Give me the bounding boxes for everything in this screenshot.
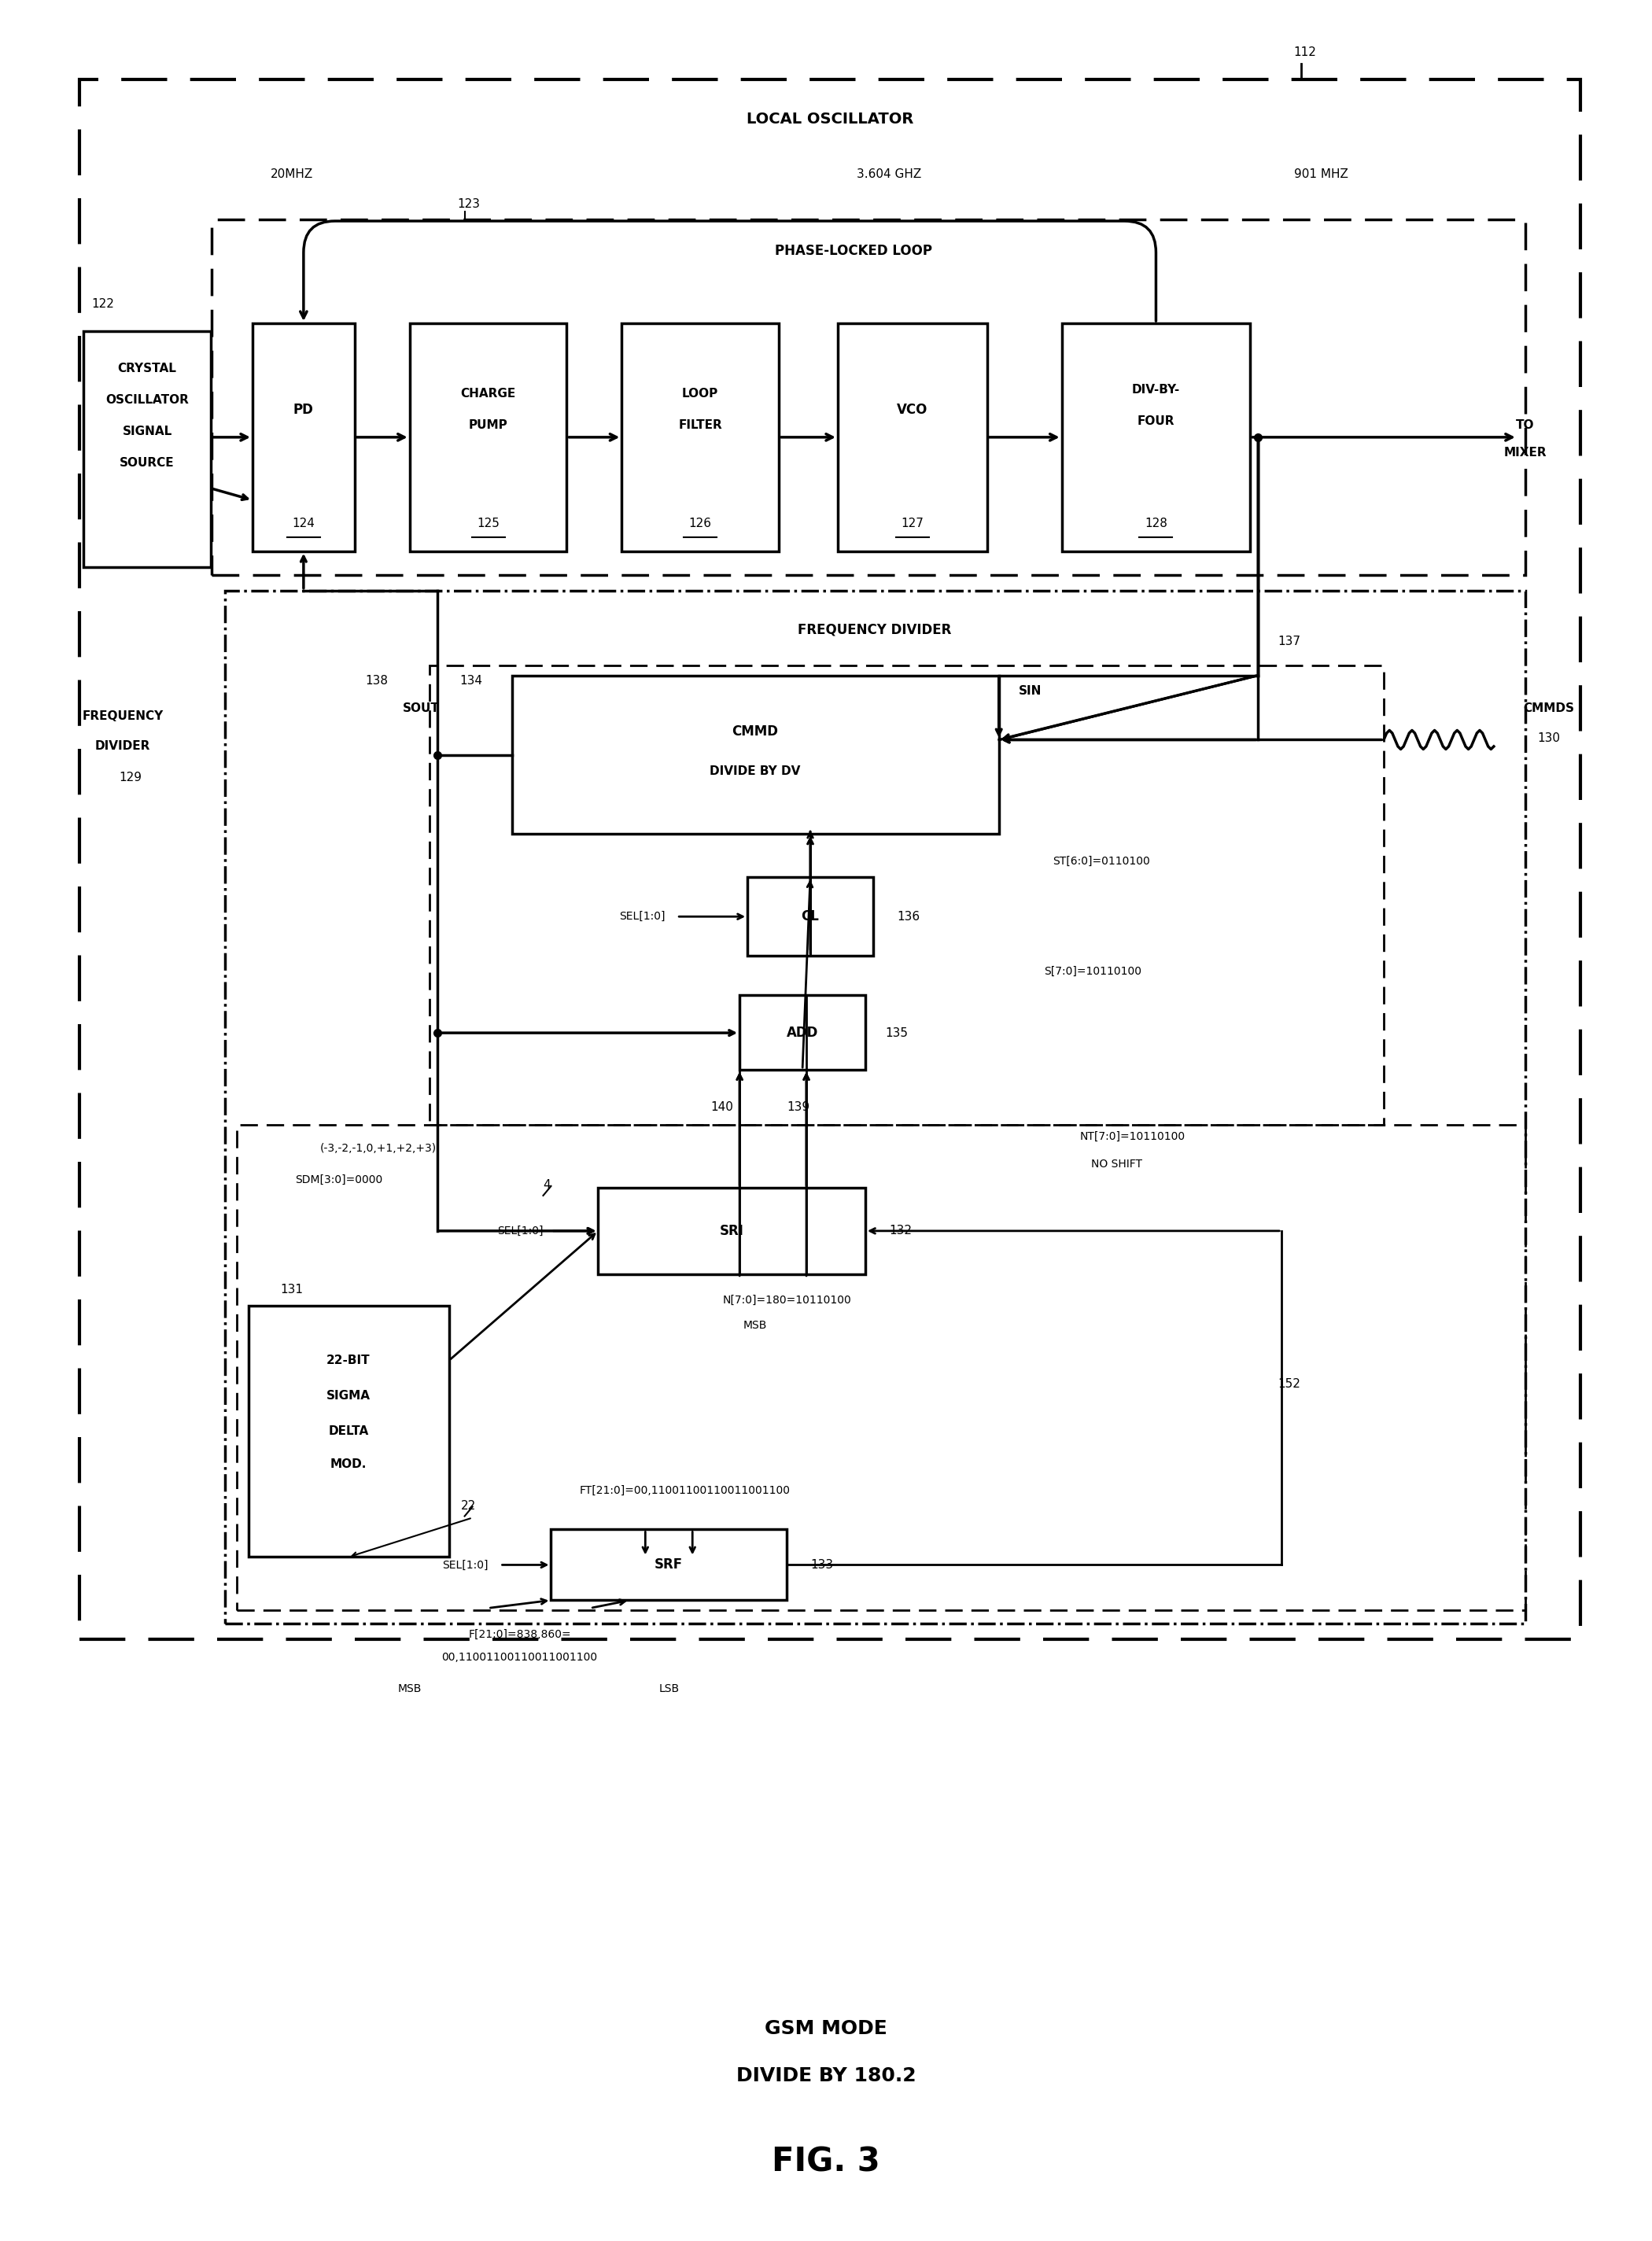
Text: NO SHIFT: NO SHIFT bbox=[1090, 1159, 1142, 1170]
Bar bbox=[248, 1307, 449, 1557]
Text: 132: 132 bbox=[889, 1226, 912, 1237]
Bar bbox=[512, 675, 999, 834]
Text: 133: 133 bbox=[811, 1560, 834, 1571]
Text: 134: 134 bbox=[459, 675, 482, 686]
Text: 901 MHZ: 901 MHZ bbox=[1294, 168, 1348, 179]
Text: FOUR: FOUR bbox=[1137, 415, 1175, 428]
Text: FREQUENCY DIVIDER: FREQUENCY DIVIDER bbox=[798, 623, 952, 636]
Text: PUMP: PUMP bbox=[469, 419, 507, 430]
Text: SOUT: SOUT bbox=[403, 701, 439, 715]
Text: F[21:0]=838,860=: F[21:0]=838,860= bbox=[468, 1629, 572, 1640]
Text: 4: 4 bbox=[544, 1179, 550, 1192]
Text: FREQUENCY: FREQUENCY bbox=[83, 710, 164, 722]
Text: DIVIDE BY DV: DIVIDE BY DV bbox=[710, 764, 801, 778]
Text: 135: 135 bbox=[885, 1026, 909, 1040]
Text: SEL[1:0]: SEL[1:0] bbox=[620, 912, 666, 921]
Text: GSM MODE: GSM MODE bbox=[765, 2019, 887, 2037]
Text: NT[7:0]=10110100: NT[7:0]=10110100 bbox=[1080, 1132, 1184, 1143]
Text: DIVIDE BY 180.2: DIVIDE BY 180.2 bbox=[737, 2066, 915, 2084]
Bar bbox=[552, 1531, 786, 1600]
Text: SRI: SRI bbox=[720, 1224, 743, 1237]
Bar bbox=[598, 1188, 866, 1275]
Text: 128: 128 bbox=[1145, 518, 1168, 529]
Bar bbox=[253, 323, 355, 551]
Bar bbox=[740, 995, 866, 1069]
Bar bbox=[236, 1125, 1525, 1611]
Text: CL: CL bbox=[801, 910, 819, 923]
Text: CRYSTAL: CRYSTAL bbox=[117, 363, 177, 374]
Bar bbox=[838, 323, 986, 551]
Text: 138: 138 bbox=[365, 675, 388, 686]
Text: 140: 140 bbox=[710, 1100, 733, 1112]
Text: SIGMA: SIGMA bbox=[327, 1389, 370, 1403]
Text: MSB: MSB bbox=[398, 1683, 421, 1694]
Bar bbox=[747, 876, 874, 957]
Text: TO: TO bbox=[1517, 419, 1535, 430]
Text: MOD.: MOD. bbox=[330, 1459, 367, 1470]
Text: SIGNAL: SIGNAL bbox=[122, 426, 172, 437]
Text: 129: 129 bbox=[119, 771, 142, 784]
Text: SIN: SIN bbox=[1019, 686, 1042, 697]
Bar bbox=[430, 666, 1384, 1125]
Text: 152: 152 bbox=[1279, 1378, 1300, 1389]
Bar bbox=[410, 323, 567, 551]
Text: SOURCE: SOURCE bbox=[121, 457, 175, 468]
Text: 22: 22 bbox=[461, 1499, 476, 1513]
Text: CHARGE: CHARGE bbox=[461, 388, 515, 399]
Text: PHASE-LOCKED LOOP: PHASE-LOCKED LOOP bbox=[775, 244, 932, 258]
Text: SDM[3:0]=0000: SDM[3:0]=0000 bbox=[296, 1174, 383, 1185]
Text: FILTER: FILTER bbox=[679, 419, 722, 430]
Text: LSB: LSB bbox=[659, 1683, 679, 1694]
Text: 126: 126 bbox=[689, 518, 712, 529]
Text: 139: 139 bbox=[786, 1100, 809, 1112]
Text: 131: 131 bbox=[281, 1284, 304, 1295]
Text: FIG. 3: FIG. 3 bbox=[771, 2145, 881, 2178]
Text: 125: 125 bbox=[477, 518, 499, 529]
Text: SEL[1:0]: SEL[1:0] bbox=[443, 1560, 489, 1571]
Text: 123: 123 bbox=[458, 197, 481, 211]
Text: PD: PD bbox=[294, 403, 314, 417]
Bar bbox=[79, 81, 1581, 1640]
Text: FT[21:0]=00,11001100110011001100: FT[21:0]=00,11001100110011001100 bbox=[580, 1486, 790, 1495]
Text: 3.604 GHZ: 3.604 GHZ bbox=[856, 168, 922, 179]
Text: CMMD: CMMD bbox=[732, 724, 778, 740]
Text: 124: 124 bbox=[292, 518, 316, 529]
Bar bbox=[84, 332, 211, 567]
Bar bbox=[1062, 323, 1251, 551]
Text: MSB: MSB bbox=[743, 1320, 767, 1331]
Text: 00,11001100110011001100: 00,11001100110011001100 bbox=[441, 1652, 598, 1663]
Text: OSCILLATOR: OSCILLATOR bbox=[106, 394, 188, 406]
Text: S[7:0]=10110100: S[7:0]=10110100 bbox=[1044, 966, 1142, 977]
Text: DELTA: DELTA bbox=[329, 1425, 368, 1436]
Bar bbox=[225, 589, 1525, 1625]
Text: 122: 122 bbox=[93, 298, 114, 309]
Text: 22-BIT: 22-BIT bbox=[327, 1354, 370, 1367]
Text: MIXER: MIXER bbox=[1503, 446, 1546, 459]
Text: 127: 127 bbox=[900, 518, 923, 529]
Text: 137: 137 bbox=[1279, 636, 1300, 648]
Text: ST[6:0]=0110100: ST[6:0]=0110100 bbox=[1052, 856, 1150, 867]
Text: 112: 112 bbox=[1294, 47, 1317, 58]
Text: (-3,-2,-1,0,+1,+2,+3): (-3,-2,-1,0,+1,+2,+3) bbox=[320, 1143, 436, 1154]
Text: 130: 130 bbox=[1538, 733, 1559, 744]
Bar bbox=[211, 220, 1525, 574]
Text: LOOP: LOOP bbox=[682, 388, 719, 399]
Text: 136: 136 bbox=[897, 910, 920, 923]
Text: DIVIDER: DIVIDER bbox=[96, 740, 150, 753]
Text: SEL[1:0]: SEL[1:0] bbox=[497, 1226, 544, 1237]
Bar bbox=[621, 323, 778, 551]
Text: VCO: VCO bbox=[897, 403, 928, 417]
Text: CMMDS: CMMDS bbox=[1523, 701, 1574, 715]
Text: DIV-BY-: DIV-BY- bbox=[1132, 383, 1180, 397]
Text: ADD: ADD bbox=[786, 1026, 818, 1040]
Text: N[7:0]=180=10110100: N[7:0]=180=10110100 bbox=[722, 1295, 851, 1307]
Text: 20MHZ: 20MHZ bbox=[271, 168, 314, 179]
Text: SRF: SRF bbox=[654, 1557, 682, 1571]
Text: LOCAL OSCILLATOR: LOCAL OSCILLATOR bbox=[747, 112, 914, 125]
